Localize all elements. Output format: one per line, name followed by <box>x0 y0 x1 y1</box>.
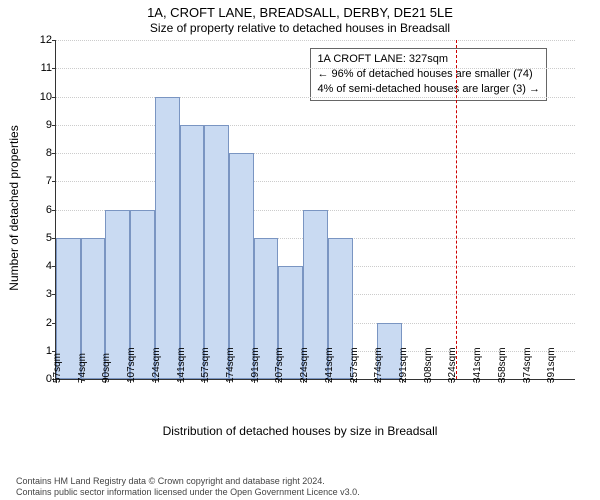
histogram-bar <box>180 125 205 379</box>
y-tick-label: 11 <box>41 62 56 74</box>
y-tick-label: 10 <box>40 91 56 103</box>
x-tick-label: 391sqm <box>546 347 557 383</box>
x-tick-label: 90sqm <box>101 353 112 383</box>
x-tick-label: 274sqm <box>373 347 384 383</box>
x-tick-label: 74sqm <box>77 353 88 383</box>
page-title: 1A, CROFT LANE, BREADSALL, DERBY, DE21 5… <box>0 0 600 20</box>
histogram-bar <box>155 97 180 380</box>
gridline <box>56 181 575 182</box>
x-tick-label: 207sqm <box>274 347 285 383</box>
y-label-wrap: Number of detached properties <box>14 38 15 378</box>
y-tick-label: 7 <box>46 175 56 187</box>
x-tick-label: 241sqm <box>324 347 335 383</box>
histogram-bar <box>204 125 229 379</box>
x-tick-label: 291sqm <box>398 347 409 383</box>
x-tick-label: 141sqm <box>176 347 187 383</box>
y-tick-label: 2 <box>46 317 56 329</box>
x-tick-label: 257sqm <box>349 347 360 383</box>
x-tick-label: 308sqm <box>423 347 434 383</box>
y-tick-label: 5 <box>46 232 56 244</box>
gridline <box>56 153 575 154</box>
x-tick-label: 358sqm <box>497 347 508 383</box>
gridline <box>56 125 575 126</box>
gridline <box>56 68 575 69</box>
y-tick-label: 4 <box>46 260 56 272</box>
y-tick-label: 6 <box>46 204 56 216</box>
y-tick-label: 12 <box>40 34 56 46</box>
y-tick-label: 3 <box>46 288 56 300</box>
x-tick-label: 191sqm <box>250 347 261 383</box>
x-tick-label: 107sqm <box>126 347 137 383</box>
gridline <box>56 40 575 41</box>
histogram-bar <box>229 153 254 379</box>
x-tick-label: 174sqm <box>225 347 236 383</box>
x-tick-label: 341sqm <box>472 347 483 383</box>
gridline <box>56 97 575 98</box>
x-tick-label: 57sqm <box>52 353 63 383</box>
plot-area: 1A CROFT LANE: 327sqm ← 96% of detached … <box>55 40 575 380</box>
footer-line-1: Contains HM Land Registry data © Crown c… <box>16 476 600 487</box>
y-axis-label: Number of detached properties <box>7 58 21 358</box>
x-tick-label: 374sqm <box>522 347 533 383</box>
x-tick-label: 224sqm <box>299 347 310 383</box>
y-tick-label: 8 <box>46 147 56 159</box>
chart-container: Number of detached properties 1A CROFT L… <box>0 38 600 438</box>
x-axis-label: Distribution of detached houses by size … <box>0 424 600 438</box>
x-tick-label: 157sqm <box>200 347 211 383</box>
annotation-line-3: 4% of semi-detached houses are larger (3… <box>317 82 540 97</box>
footer: Contains HM Land Registry data © Crown c… <box>0 476 600 498</box>
marker-annotation: 1A CROFT LANE: 327sqm ← 96% of detached … <box>310 48 547 101</box>
marker-line <box>456 40 457 379</box>
footer-line-2: Contains public sector information licen… <box>16 487 600 498</box>
annotation-line-1: 1A CROFT LANE: 327sqm <box>317 52 540 67</box>
y-tick-label: 9 <box>46 119 56 131</box>
x-tick-label: 124sqm <box>151 347 162 383</box>
page-subtitle: Size of property relative to detached ho… <box>0 20 600 35</box>
